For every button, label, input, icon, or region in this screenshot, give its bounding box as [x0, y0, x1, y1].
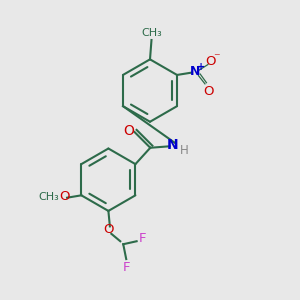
Text: ⁻: ⁻ — [214, 51, 220, 64]
Text: N: N — [190, 65, 201, 78]
Text: +: + — [197, 62, 205, 72]
Text: H: H — [179, 144, 188, 157]
Text: CH₃: CH₃ — [141, 28, 162, 38]
Text: F: F — [139, 232, 146, 245]
Text: N: N — [167, 138, 178, 152]
Text: F: F — [122, 261, 130, 274]
Text: CH₃: CH₃ — [38, 192, 59, 202]
Text: O: O — [124, 124, 135, 137]
Text: O: O — [59, 190, 69, 203]
Text: O: O — [204, 85, 214, 98]
Text: O: O — [206, 55, 216, 68]
Text: O: O — [104, 224, 114, 236]
